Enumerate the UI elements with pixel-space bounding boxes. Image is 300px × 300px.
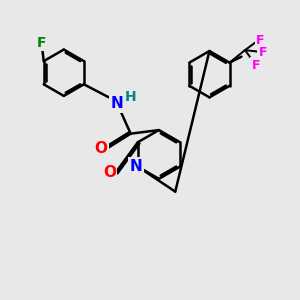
Text: N: N bbox=[111, 96, 124, 111]
Text: O: O bbox=[94, 141, 107, 156]
Text: N: N bbox=[130, 159, 143, 174]
Text: O: O bbox=[103, 165, 116, 180]
Text: F: F bbox=[37, 36, 46, 50]
Text: F: F bbox=[256, 34, 265, 47]
Text: F: F bbox=[252, 59, 260, 72]
Text: H: H bbox=[125, 90, 136, 104]
Text: F: F bbox=[259, 46, 267, 59]
